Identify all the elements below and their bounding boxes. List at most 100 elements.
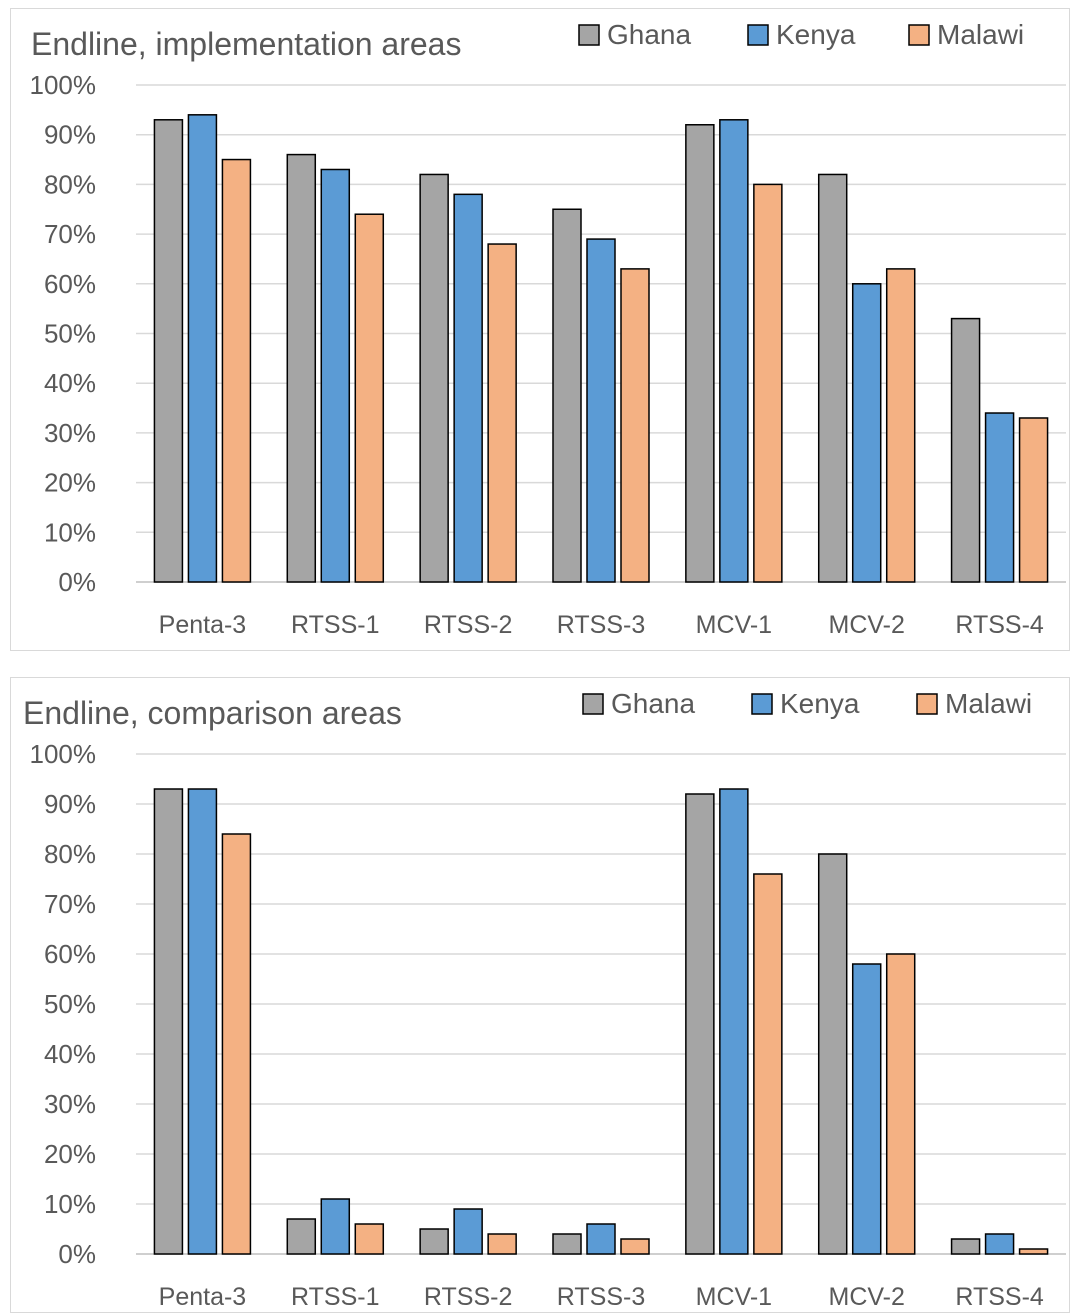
legend-label-kenya: Kenya bbox=[776, 19, 856, 50]
bars bbox=[153, 114, 1049, 583]
y-tick-label: 50% bbox=[44, 319, 96, 349]
legend-swatch-ghana bbox=[578, 24, 600, 46]
y-tick-label: 90% bbox=[44, 789, 96, 819]
legend-label-ghana: Ghana bbox=[611, 688, 695, 719]
bar-malawi-mcv-2 bbox=[885, 268, 916, 583]
y-tick-label: 30% bbox=[44, 418, 96, 448]
bar-kenya-rtss-2 bbox=[453, 1208, 483, 1255]
bar-malawi-rtss-3 bbox=[620, 268, 650, 583]
x-tick-label: MCV-2 bbox=[829, 1283, 905, 1311]
chart-panel-comparison: Endline, comparison areas Ghana Kenya Mala… bbox=[10, 677, 1070, 1313]
x-tick-label: RTSS-1 bbox=[291, 611, 379, 639]
y-tick-label: 100% bbox=[30, 70, 97, 100]
chart-comparison-areas: Endline, comparison areas Ghana Kenya Mala… bbox=[23, 688, 1066, 1311]
y-tick-label: 40% bbox=[44, 368, 96, 398]
x-tick-label: RTSS-4 bbox=[955, 1283, 1044, 1311]
bar-malawi-penta-3 bbox=[221, 833, 252, 1255]
chart-implementation-areas: Endline, implementation areas Ghana Kenya… bbox=[30, 19, 1066, 639]
bar-malawi-rtss-2 bbox=[487, 1233, 517, 1255]
y-tick-label: 10% bbox=[44, 1189, 96, 1219]
x-tick-label: RTSS-3 bbox=[557, 611, 645, 639]
legend-swatch-ghana bbox=[582, 693, 604, 715]
bar-malawi-rtss-1 bbox=[354, 1223, 385, 1255]
y-tick-label: 80% bbox=[44, 839, 96, 869]
chart-legend: Ghana Kenya Malawi bbox=[578, 19, 1024, 50]
legend-label-ghana: Ghana bbox=[607, 19, 691, 50]
bar-malawi-rtss-1 bbox=[354, 213, 385, 583]
legend-swatch-malawi bbox=[916, 693, 938, 715]
x-axis: Penta-3 RTSS-1 RTSS-2 RTSS-3 MCV-1 MCV-2 RTSS-… bbox=[159, 1283, 1044, 1311]
bar-ghana-penta-3 bbox=[153, 119, 184, 583]
bar-malawi-mcv-2 bbox=[885, 953, 916, 1255]
y-tick-label: 10% bbox=[44, 517, 96, 547]
chart-title: Endline, comparison areas bbox=[23, 695, 402, 731]
x-tick-label: MCV-1 bbox=[696, 611, 772, 639]
x-tick-label: RTSS-4 bbox=[955, 611, 1044, 639]
x-tick-label: MCV-2 bbox=[829, 611, 905, 639]
gridlines bbox=[136, 753, 1066, 1255]
bar-kenya-rtss-4 bbox=[984, 412, 1015, 583]
chart-legend: Ghana Kenya Malawi bbox=[582, 688, 1032, 719]
bar-ghana-rtss-4 bbox=[950, 317, 981, 583]
y-tick-label: 50% bbox=[44, 989, 96, 1019]
bar-ghana-rtss-4 bbox=[950, 1238, 981, 1255]
bar-ghana-rtss-1 bbox=[286, 153, 317, 583]
bars bbox=[153, 788, 1049, 1255]
chart-panel-implementation: Endline, implementation areas Ghana Kenya… bbox=[10, 8, 1070, 651]
legend-label-malawi: Malawi bbox=[945, 688, 1032, 719]
bar-kenya-rtss-1 bbox=[320, 168, 351, 583]
bar-ghana-mcv-2 bbox=[817, 173, 848, 583]
bar-kenya-rtss-3 bbox=[586, 238, 616, 583]
x-axis: Penta-3 RTSS-1 RTSS-2 RTSS-3 MCV-1 MCV-2 RTSS-… bbox=[159, 611, 1044, 639]
legend-label-malawi: Malawi bbox=[937, 19, 1024, 50]
x-tick-label: RTSS-3 bbox=[557, 1283, 645, 1311]
x-tick-label: RTSS-1 bbox=[291, 1283, 379, 1311]
bar-kenya-mcv-1 bbox=[719, 788, 749, 1255]
bar-ghana-penta-3 bbox=[153, 788, 184, 1255]
bar-malawi-rtss-3 bbox=[620, 1238, 650, 1255]
bar-kenya-mcv-1 bbox=[719, 119, 749, 583]
bar-kenya-penta-3 bbox=[187, 788, 218, 1255]
y-axis: 0% 10% 20% 30% 40% 50% 60% 70% 80% 90% 100% bbox=[30, 739, 97, 1269]
bar-malawi-mcv-1 bbox=[753, 183, 783, 583]
bar-ghana-rtss-2 bbox=[419, 1228, 449, 1255]
y-tick-label: 60% bbox=[44, 269, 96, 299]
y-tick-label: 100% bbox=[30, 739, 97, 769]
bar-ghana-rtss-1 bbox=[286, 1218, 317, 1255]
bar-ghana-mcv-1 bbox=[685, 124, 715, 583]
bar-kenya-rtss-3 bbox=[586, 1223, 616, 1255]
y-tick-label: 70% bbox=[44, 889, 96, 919]
y-tick-label: 70% bbox=[44, 219, 96, 249]
legend-label-kenya: Kenya bbox=[780, 688, 860, 719]
y-tick-label: 40% bbox=[44, 1039, 96, 1069]
y-tick-label: 0% bbox=[58, 567, 96, 597]
y-tick-label: 20% bbox=[44, 1139, 96, 1169]
bar-malawi-rtss-4 bbox=[1018, 417, 1049, 583]
bar-kenya-rtss-2 bbox=[453, 193, 483, 583]
bar-ghana-rtss-3 bbox=[552, 1233, 582, 1255]
bar-kenya-mcv-2 bbox=[851, 283, 882, 583]
bar-ghana-rtss-3 bbox=[552, 208, 582, 583]
y-axis: 0% 10% 20% 30% 40% 50% 60% 70% 80% 90% 100% bbox=[30, 70, 97, 597]
y-tick-label: 60% bbox=[44, 939, 96, 969]
x-tick-label: Penta-3 bbox=[159, 1283, 247, 1311]
bar-malawi-rtss-4 bbox=[1018, 1248, 1049, 1255]
y-tick-label: 20% bbox=[44, 468, 96, 498]
y-tick-label: 90% bbox=[44, 120, 96, 150]
bar-malawi-penta-3 bbox=[221, 158, 252, 583]
bar-ghana-mcv-1 bbox=[685, 793, 715, 1255]
x-tick-label: RTSS-2 bbox=[424, 1283, 512, 1311]
y-tick-label: 0% bbox=[58, 1239, 96, 1269]
y-tick-label: 30% bbox=[44, 1089, 96, 1119]
bar-kenya-rtss-1 bbox=[320, 1198, 351, 1255]
bar-ghana-rtss-2 bbox=[419, 173, 449, 583]
bar-kenya-rtss-4 bbox=[984, 1233, 1015, 1255]
legend-swatch-kenya bbox=[751, 693, 773, 715]
bar-malawi-rtss-2 bbox=[487, 243, 517, 583]
chart-title: Endline, implementation areas bbox=[31, 26, 461, 62]
bar-kenya-penta-3 bbox=[187, 114, 218, 583]
legend-swatch-kenya bbox=[747, 24, 769, 46]
legend-swatch-malawi bbox=[908, 24, 930, 46]
x-tick-label: RTSS-2 bbox=[424, 611, 512, 639]
x-tick-label: Penta-3 bbox=[159, 611, 247, 639]
